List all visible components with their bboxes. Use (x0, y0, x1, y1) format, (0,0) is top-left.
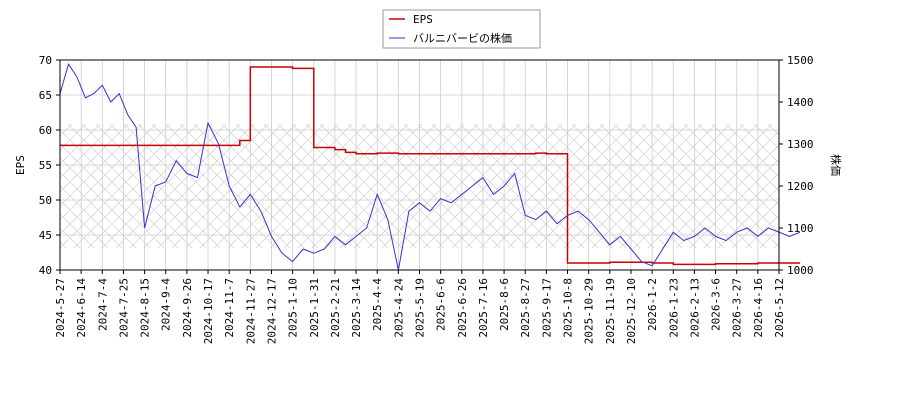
y-left-tick-label: 65 (39, 89, 52, 102)
x-tick-label: 2026-3-27 (731, 278, 744, 338)
x-tick-label: 2025-8-6 (498, 278, 511, 331)
x-tick-label: 2025-1-10 (287, 278, 300, 338)
x-tick-label: 2025-7-16 (477, 278, 490, 338)
x-tick-label: 2025-10-29 (583, 278, 596, 344)
x-tick-label: 2026-1-2 (646, 278, 659, 331)
x-tick-label: 2024-9-4 (160, 278, 173, 331)
x-tick-label: 2025-5-19 (414, 278, 427, 338)
x-tick-label: 2024-7-4 (96, 278, 109, 331)
x-tick-label: 2024-7-25 (117, 278, 130, 338)
y-left-tick-label: 40 (39, 264, 52, 277)
x-tick-label: 2025-6-6 (435, 278, 448, 331)
x-tick-label: 2026-2-13 (688, 278, 701, 338)
x-tick-label: 2025-6-26 (456, 278, 469, 338)
legend-price-label: バルニバービの株価 (413, 31, 512, 45)
x-tick-label: 2024-11-7 (223, 278, 236, 338)
plot-area (59, 59, 801, 271)
x-tick-label: 2025-8-27 (519, 278, 532, 338)
legend: EPS バルニバービの株価 (382, 9, 541, 49)
legend-eps-label: EPS (413, 13, 433, 26)
x-tick-label: 2024-9-26 (181, 278, 194, 338)
x-tick-label: 2024-12-17 (265, 278, 278, 344)
y-left-tick-label: 45 (39, 229, 52, 242)
y-left-axis-label: EPS (14, 155, 27, 175)
x-tick-label: 2026-5-12 (773, 278, 786, 338)
eps-series-line (60, 66, 801, 266)
y-left-tick-label: 60 (39, 124, 52, 137)
x-tick-label: 2026-4-16 (752, 278, 765, 338)
x-tick-label: 2025-2-21 (329, 278, 342, 338)
stock-price-series-line (59, 63, 801, 271)
y-right-axis-label: 株価 (829, 154, 843, 176)
y-left-tick-label: 55 (39, 159, 52, 172)
x-tick-label: 2025-9-17 (540, 278, 553, 338)
x-tick-label: 2026-1-23 (667, 278, 680, 338)
y-right-tick-label: 1500 (787, 54, 814, 67)
y-right-tick-label: 1200 (787, 180, 814, 193)
legend-box (382, 9, 541, 49)
x-tick-label: 2025-4-4 (371, 278, 384, 331)
x-tick-label: 2024-5-27 (54, 278, 67, 338)
x-tick-label: 2024-8-15 (139, 278, 152, 338)
y-left-tick-label: 50 (39, 194, 52, 207)
x-tick-label: 2024-10-17 (202, 278, 215, 344)
x-tick-label: 2024-6-14 (75, 278, 88, 338)
y-right-tick-label: 1400 (787, 96, 814, 109)
x-tick-label: 2025-1-31 (308, 278, 321, 338)
y-left-tick-label: 70 (39, 54, 52, 67)
x-tick-label: 2025-4-24 (392, 278, 405, 338)
x-tick-label: 2026-3-6 (710, 278, 723, 331)
x-tick-label: 2025-11-19 (604, 278, 617, 344)
y-right-tick-label: 1100 (787, 222, 814, 235)
y-right-tick-label: 1000 (787, 264, 814, 277)
x-tick-label: 2025-12-10 (625, 278, 638, 344)
y-right-tick-label: 1300 (787, 138, 814, 151)
x-tick-label: 2024-11-27 (244, 278, 257, 344)
series-layer (59, 63, 801, 271)
axes: 40 45 50 55 60 65 70 1000 1100 1200 1300 1400 1500 20… (39, 54, 814, 344)
x-tick-label: 2025-10-8 (562, 278, 575, 338)
x-tick-label: 2025-3-14 (350, 278, 363, 338)
